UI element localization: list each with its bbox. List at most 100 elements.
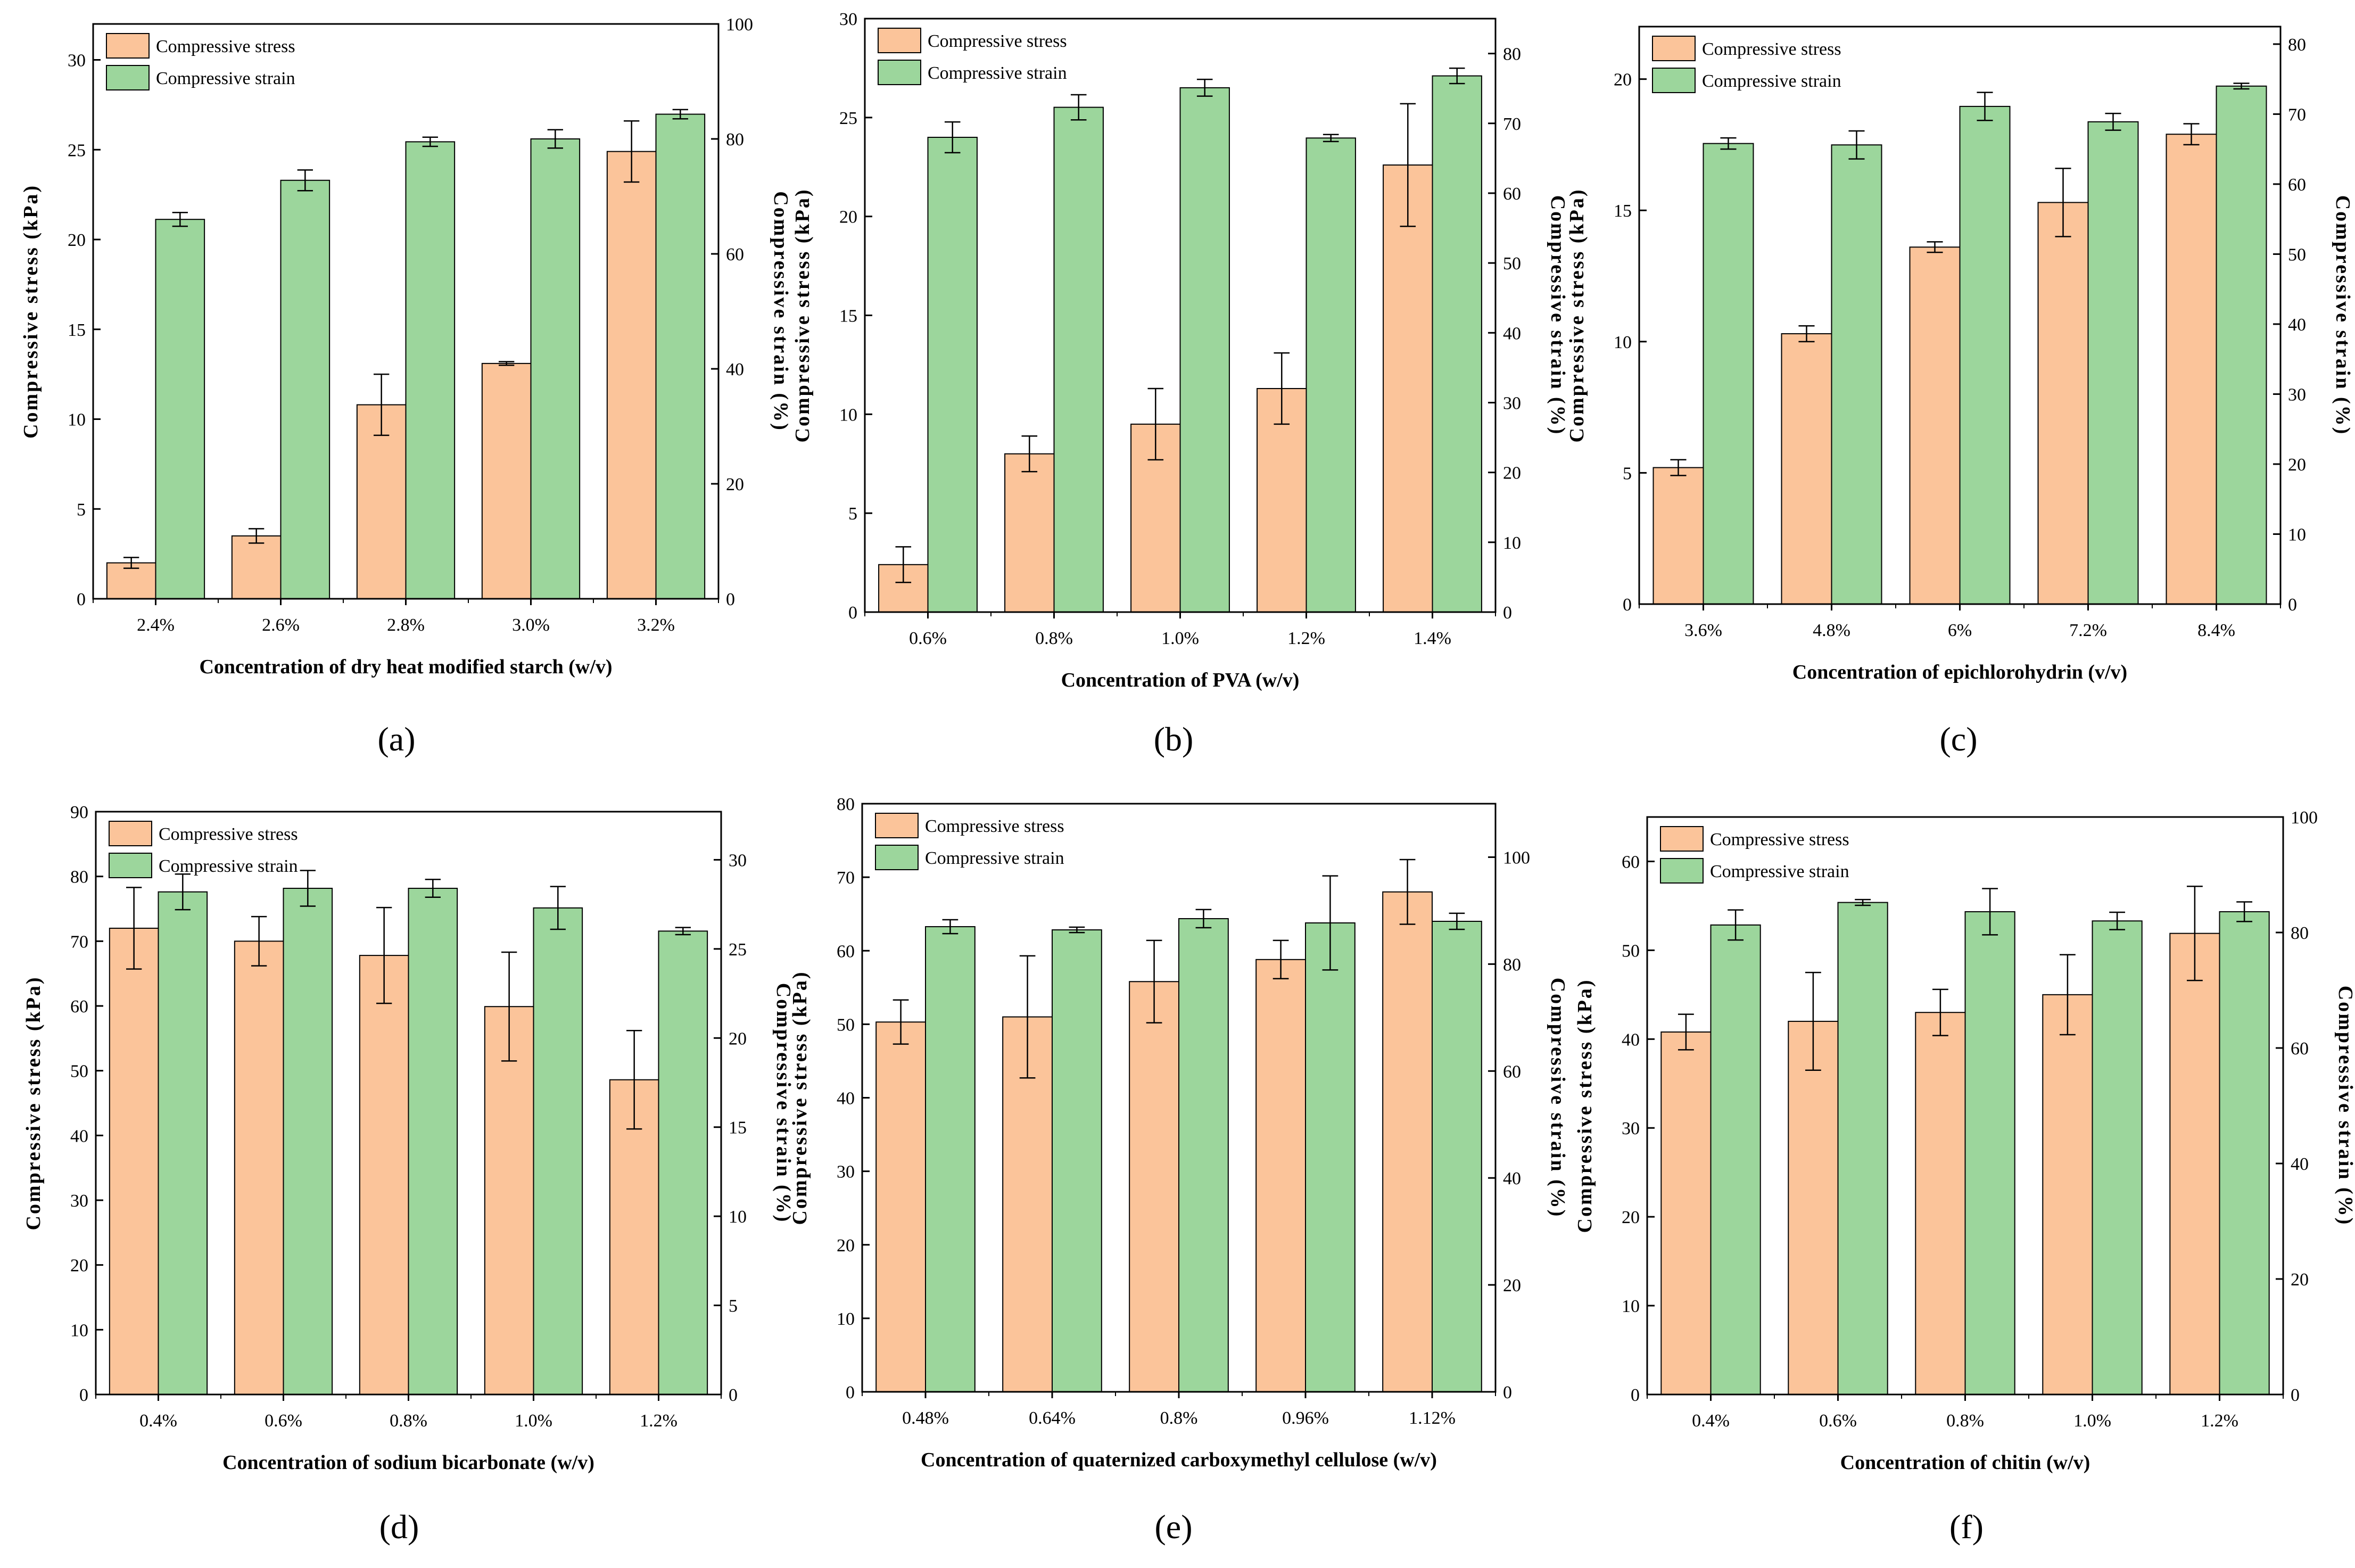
error-bar-strain-3 <box>1322 875 1338 971</box>
error-bar-strain-0 <box>942 919 958 935</box>
error-bar-stress-0 <box>123 557 139 569</box>
x-tick-label: 0.6% <box>1819 1411 1857 1431</box>
x-tick-label: 0.4% <box>1692 1411 1730 1431</box>
chart-panel-a: 0 5 10 15 20 25 30 0 20 40 60 80 100 2.4% 2.6% 2.8% 3.0%… <box>20 15 792 758</box>
legend-swatch-strain <box>1652 68 1696 93</box>
left-tick-label: 20 <box>1614 70 1632 90</box>
error-bar-stress-0 <box>1678 1013 1694 1051</box>
error-bar-strain-0 <box>1728 909 1744 941</box>
left-tick-label: 30 <box>70 1191 88 1211</box>
y-axis-title-left: Compressive stress (kPa) <box>1574 979 1596 1233</box>
left-tick-label: 30 <box>1622 1119 1640 1138</box>
legend-label-stress: Compressive stress <box>928 31 1067 51</box>
x-tick-label: 7.2% <box>2069 621 2107 640</box>
legend: Compressive stress Compressive strain <box>1652 36 1841 93</box>
right-tick-label: 5 <box>729 1297 738 1316</box>
x-tick-label: 1.12% <box>1409 1408 1456 1428</box>
error-bar-strain-1 <box>1069 926 1085 934</box>
left-tick-label: 0 <box>846 1383 855 1402</box>
right-tick-label: 70 <box>1503 114 1521 134</box>
bar-stress-1 <box>231 535 282 599</box>
error-bar-stress-3 <box>499 361 515 366</box>
bar-strain-3 <box>2092 920 2143 1396</box>
error-bar-strain-3 <box>1323 134 1339 143</box>
x-tick-label: 3.0% <box>512 615 550 635</box>
error-bar-stress-0 <box>126 887 142 970</box>
error-bar-strain-1 <box>300 870 316 907</box>
error-bar-stress-1 <box>1805 971 1821 1071</box>
legend-label-stress: Compressive stress <box>1710 830 1849 849</box>
left-tick-label: 0 <box>79 1385 88 1405</box>
left-tick-label: 5 <box>848 504 857 524</box>
right-tick-label: 80 <box>1503 45 1521 64</box>
right-tick-label: 40 <box>2288 315 2306 335</box>
error-bar-strain-1 <box>1070 94 1087 121</box>
x-tick-label: 0.6% <box>909 629 947 648</box>
left-tick-label: 10 <box>70 1321 88 1340</box>
legend-label-stress: Compressive stress <box>159 824 298 844</box>
bar-strain-1 <box>283 887 333 1395</box>
error-bar-strain-4 <box>2233 82 2250 90</box>
x-tick-label: 3.2% <box>637 615 675 635</box>
error-bar-stress-2 <box>1932 988 1948 1036</box>
right-tick-label: 0 <box>1503 603 1512 623</box>
x-tick-label: 2.6% <box>262 615 300 635</box>
right-tick-label: 10 <box>2288 525 2306 544</box>
error-bar-stress-2 <box>374 373 390 436</box>
error-bar-stress-3 <box>1274 352 1290 425</box>
left-tick-label: 30 <box>837 1162 855 1182</box>
bar-stress-3 <box>2037 202 2089 605</box>
right-tick-label: 0 <box>726 590 735 609</box>
bar-stress-3 <box>1255 959 1306 1392</box>
error-bar-stress-1 <box>251 915 267 967</box>
right-tick-label: 80 <box>1503 955 1521 975</box>
bar-stress-3 <box>2042 994 2093 1396</box>
bar-stress-1 <box>234 940 284 1396</box>
right-tick-label: 0 <box>2288 595 2297 615</box>
panel-label: (d) <box>379 1508 419 1546</box>
bar-strain-3 <box>533 907 583 1395</box>
left-tick-label: 5 <box>77 500 86 519</box>
legend-swatch-strain <box>878 60 921 85</box>
left-tick-label: 0 <box>1623 595 1632 615</box>
bar-strain-2 <box>1964 911 2015 1395</box>
y-axis-title-right: Compressive strain (%) <box>772 983 795 1224</box>
error-bar-stress-2 <box>1147 387 1164 461</box>
left-tick-label: 5 <box>1623 464 1632 483</box>
bar-strain-4 <box>2216 85 2267 605</box>
right-tick-label: 30 <box>1503 393 1521 413</box>
left-tick-label: 20 <box>1622 1208 1640 1227</box>
error-bar-stress-2 <box>1927 241 1943 253</box>
bar-strain-1 <box>280 179 330 599</box>
right-tick-label: 60 <box>1503 1062 1521 1082</box>
right-tick-label: 40 <box>1503 1169 1521 1189</box>
left-tick-label: 50 <box>1622 941 1640 961</box>
right-tick-label: 50 <box>2288 245 2306 265</box>
panel-label: (e) <box>1154 1508 1192 1546</box>
legend-label-strain: Compressive strain <box>928 63 1067 83</box>
left-tick-label: 60 <box>70 997 88 1017</box>
bar-strain-3 <box>530 138 581 599</box>
bar-stress-0 <box>109 928 159 1395</box>
error-bar-stress-1 <box>1798 325 1815 343</box>
right-tick-label: 40 <box>1503 324 1521 343</box>
error-bar-stress-4 <box>1400 103 1416 227</box>
right-tick-label: 10 <box>729 1207 747 1227</box>
x-tick-label: 1.0% <box>1161 629 1199 648</box>
bar-stress-1 <box>1004 453 1055 613</box>
bar-stress-2 <box>1909 246 1961 605</box>
bar-strain-4 <box>658 930 708 1395</box>
left-tick-label: 40 <box>1622 1030 1640 1050</box>
left-tick-label: 25 <box>68 141 86 160</box>
x-tick-label: 0.8% <box>1160 1408 1198 1428</box>
x-tick-label: 1.0% <box>2073 1411 2111 1431</box>
error-bar-stress-1 <box>1021 435 1038 473</box>
panel-label: (c) <box>1939 720 1977 758</box>
error-bar-strain-2 <box>425 878 441 898</box>
bar-stress-1 <box>1781 333 1832 605</box>
left-tick-label: 50 <box>837 1015 855 1035</box>
right-tick-label: 30 <box>2288 385 2306 405</box>
error-bar-stress-0 <box>893 999 909 1045</box>
error-bar-stress-4 <box>2186 885 2203 981</box>
legend-swatch-stress <box>1660 826 1704 852</box>
